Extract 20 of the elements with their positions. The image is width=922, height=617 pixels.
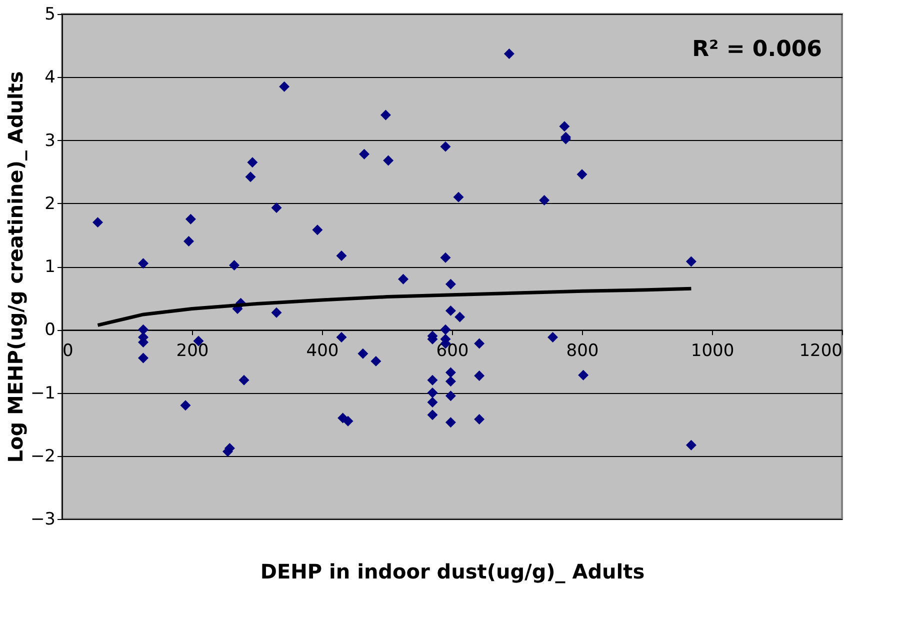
y-tick-label: 3: [44, 130, 56, 151]
annotation: R² = 0.006: [692, 37, 822, 62]
x-tick-label: 800: [566, 341, 599, 362]
x-axis-title: DEHP in indoor dust(ug/g)_ Adults: [260, 560, 645, 584]
y-tick-label: 1: [44, 257, 56, 277]
y-tick-label: −2: [30, 446, 56, 466]
y-tick-label: −1: [30, 383, 56, 404]
y-axis-title: Log MEHP(ug/g creatinine)_ Adults: [3, 71, 28, 463]
line-series: [96, 286, 693, 327]
y-tick-label: 4: [44, 68, 56, 88]
y-tick-label: −3: [30, 510, 56, 530]
x-tick-label: 400: [306, 341, 339, 362]
x-tick-label: 200: [176, 341, 209, 362]
x-tick-label: 0: [62, 341, 74, 362]
y-tick-label: 2: [44, 194, 56, 214]
x-tick-label: 1200: [799, 341, 842, 362]
y-tick-label: 5: [44, 4, 56, 24]
y-tick-label: 0: [44, 320, 56, 340]
x-tick-label: 600: [436, 341, 469, 362]
x-tick-label: 1000: [690, 341, 734, 362]
